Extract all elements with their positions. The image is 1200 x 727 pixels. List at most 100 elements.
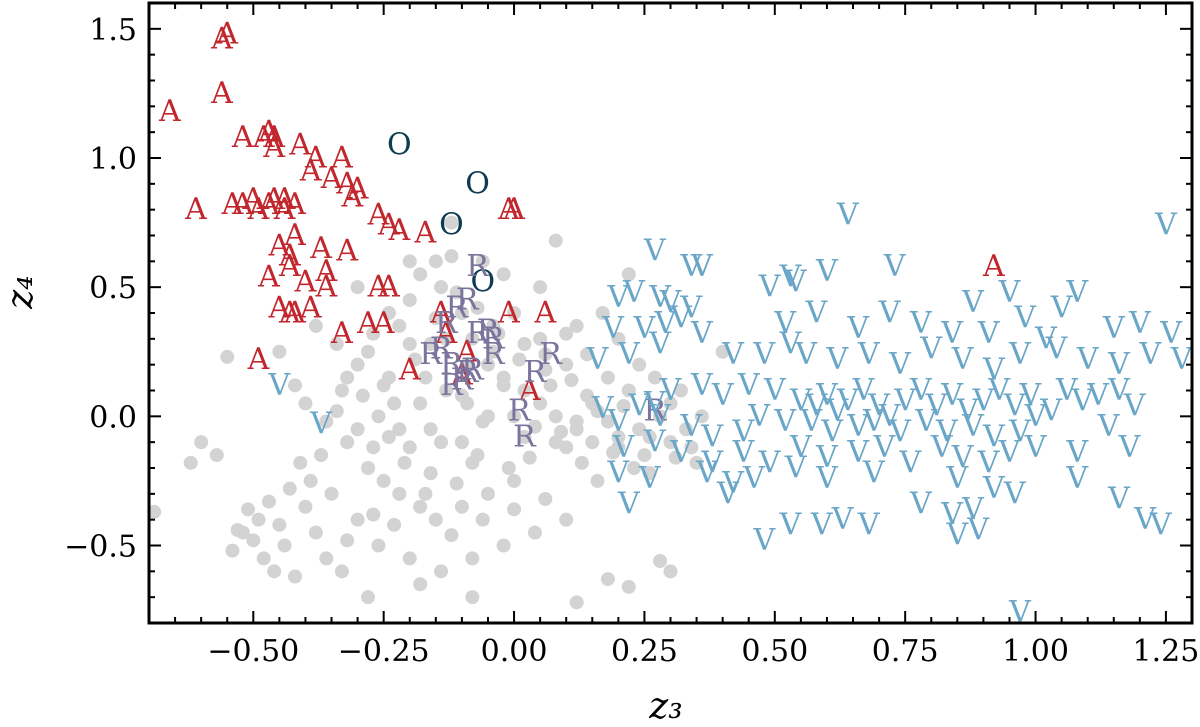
marker-v: V (961, 285, 985, 320)
marker-a: A (262, 182, 285, 217)
marker-a: A (455, 334, 478, 369)
marker-v: V (966, 513, 990, 548)
marker-v: V (779, 507, 803, 542)
marker-a: A (346, 172, 369, 207)
marker-v: V (1097, 409, 1121, 444)
background-point (314, 448, 329, 463)
background-point (533, 331, 548, 346)
marker-a: A (268, 228, 291, 263)
marker-a: A (257, 187, 280, 222)
marker-o: O (470, 265, 495, 300)
background-point (694, 409, 709, 424)
marker-a: A (257, 259, 280, 294)
marker-v: V (878, 296, 902, 331)
background-point (376, 473, 391, 488)
marker-v: V (961, 409, 985, 444)
marker-v: V (716, 476, 740, 511)
marker-a: A (518, 373, 541, 408)
marker-o: O (387, 128, 412, 163)
background-point (392, 318, 407, 333)
background-point (663, 396, 678, 411)
marker-v: V (1076, 342, 1100, 377)
marker-a: A (273, 182, 296, 217)
background-point (350, 280, 365, 295)
marker-v: V (1071, 383, 1095, 418)
background-point (590, 404, 605, 419)
marker-r: R (451, 363, 475, 398)
marker-v: V (721, 337, 745, 372)
marker-v: V (1065, 435, 1089, 470)
background-point (428, 512, 443, 527)
marker-v: V (1003, 476, 1027, 511)
background-point (183, 455, 198, 470)
background-point (381, 306, 396, 320)
background-point (366, 440, 381, 455)
background-point (246, 533, 261, 548)
background-point (507, 306, 522, 320)
marker-a: A (372, 306, 395, 341)
background-point (350, 422, 365, 437)
marker-a: A (241, 182, 264, 217)
marker-v: V (747, 399, 771, 434)
background-point (454, 435, 469, 450)
marker-v: V (888, 414, 912, 449)
marker-v: V (268, 368, 292, 403)
background-point (261, 494, 276, 509)
marker-v: V (648, 399, 672, 434)
background-point (486, 344, 501, 359)
marker-r: R (419, 337, 443, 372)
marker-v: V (607, 404, 631, 439)
marker-v: V (1024, 399, 1048, 434)
background-point (267, 564, 282, 579)
background-point (527, 525, 542, 540)
marker-v: V (586, 342, 610, 377)
background-point (538, 347, 553, 362)
marker-v: V (836, 383, 860, 418)
background-point (241, 502, 256, 517)
marker-v: V (711, 378, 735, 413)
marker-v: V (1024, 430, 1048, 465)
marker-v: V (1013, 301, 1037, 336)
marker-a: A (341, 179, 364, 214)
marker-v: V (753, 337, 777, 372)
marker-a: A (283, 187, 306, 222)
marker-a: A (434, 316, 457, 351)
marker-v: V (1170, 342, 1194, 377)
marker-a: A (367, 270, 390, 305)
marker-v: V (1138, 337, 1162, 372)
marker-v: V (862, 404, 886, 439)
marker-v: V (940, 316, 964, 351)
marker-v: V (1159, 316, 1183, 351)
background-point (220, 349, 235, 364)
background-point (522, 450, 537, 465)
marker-a: A (314, 270, 337, 305)
marker-v: V (690, 249, 714, 284)
marker-v: V (987, 373, 1011, 408)
marker-a: A (982, 249, 1005, 284)
background-point (517, 337, 532, 351)
marker-v: V (982, 471, 1006, 506)
marker-a: A (335, 234, 358, 269)
background-point (392, 486, 407, 501)
marker-a: A (497, 192, 520, 227)
background-point (371, 538, 386, 553)
background-point (434, 564, 449, 579)
marker-v: V (857, 337, 881, 372)
marker-v: V (836, 197, 860, 232)
marker-v: V (638, 461, 662, 496)
marker-v: V (862, 456, 886, 491)
marker-v: V (680, 409, 704, 444)
marker-a: A (450, 358, 473, 393)
marker-r: R (508, 394, 532, 429)
background-point (334, 564, 349, 579)
background-point (653, 554, 668, 568)
background-point (663, 564, 678, 579)
marker-v: V (721, 466, 745, 501)
marker-a: A (257, 115, 280, 150)
background-point (480, 409, 495, 424)
background-point (350, 357, 365, 372)
marker-v: V (669, 435, 693, 470)
background-point (288, 569, 303, 584)
background-point (538, 492, 553, 506)
background-points-layer (147, 215, 730, 610)
